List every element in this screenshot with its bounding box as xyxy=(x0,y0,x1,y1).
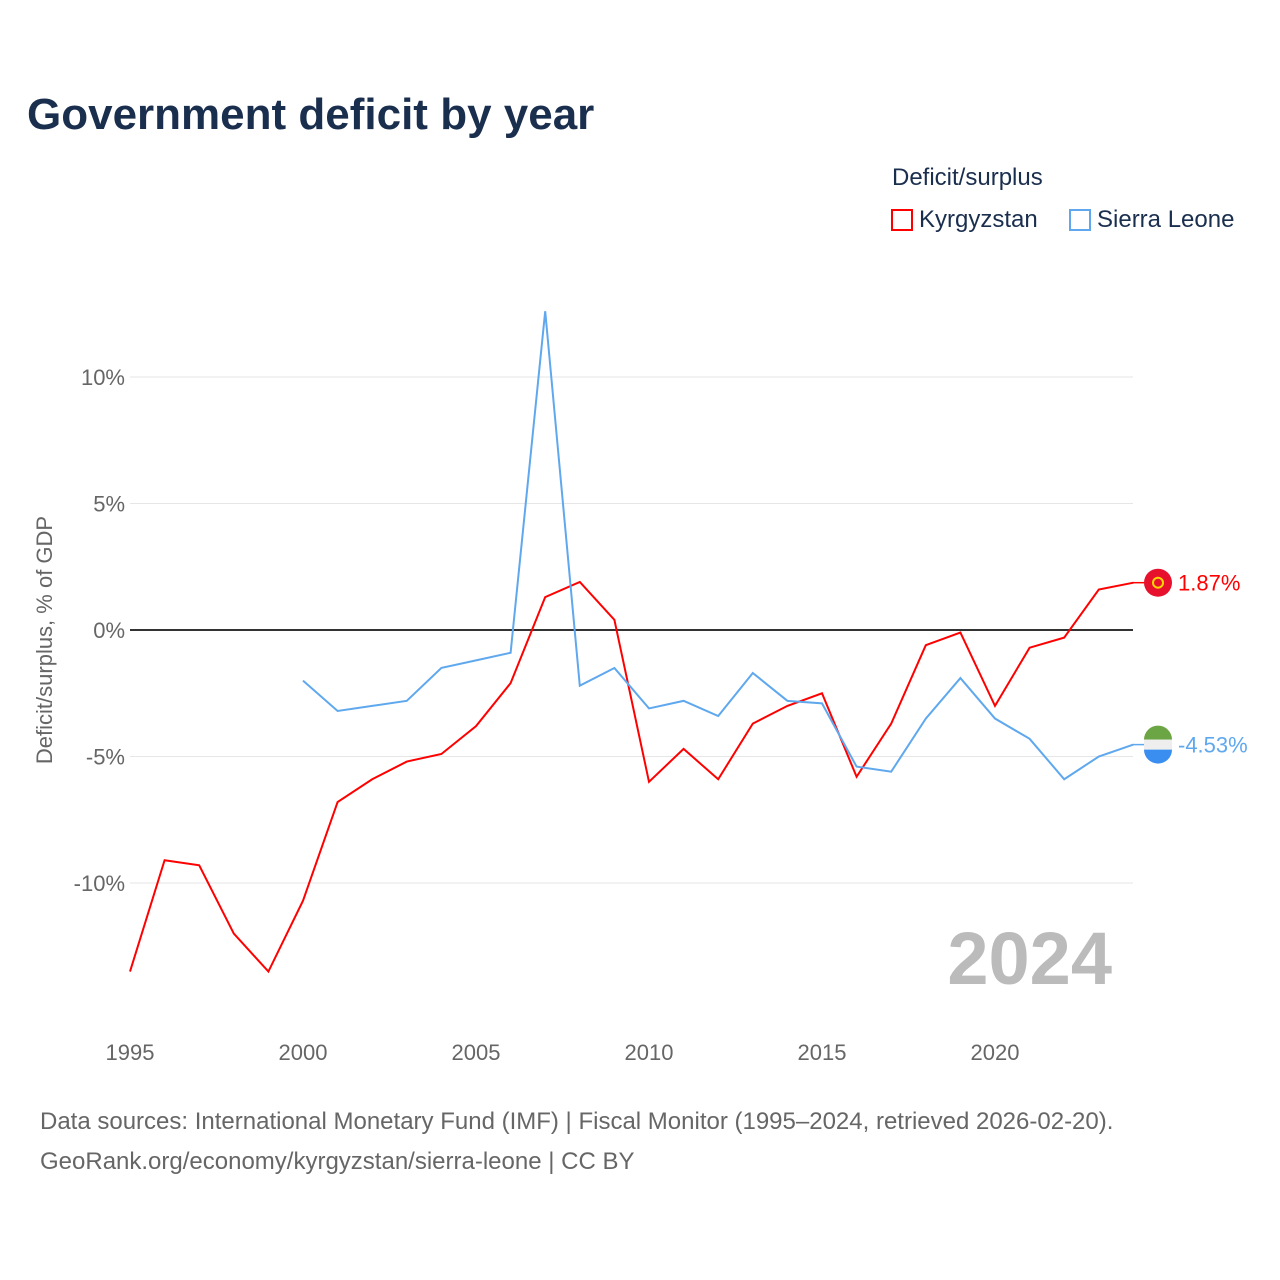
series-line-sierra-leone xyxy=(302,311,1134,781)
data-point xyxy=(646,705,652,711)
x-tick-label: 1995 xyxy=(106,1040,155,1065)
data-point xyxy=(335,799,341,805)
data-point xyxy=(542,308,548,314)
data-point xyxy=(335,708,341,714)
source-line: Data sources: International Monetary Fun… xyxy=(40,1108,1114,1135)
data-point xyxy=(196,862,202,868)
series-line-kyrgyzstan xyxy=(129,580,1134,974)
data-point xyxy=(888,769,894,775)
legend-label: Sierra Leone xyxy=(1097,206,1235,233)
flag-stripe xyxy=(1144,749,1172,764)
data-point xyxy=(1096,754,1102,760)
x-tick-label: 2020 xyxy=(971,1040,1020,1065)
data-point xyxy=(923,642,929,648)
data-point xyxy=(577,683,583,689)
y-tick-label: 0% xyxy=(93,618,125,643)
data-point xyxy=(750,670,756,676)
legend-swatch xyxy=(1069,209,1091,231)
data-point xyxy=(1061,776,1067,782)
data-point xyxy=(231,931,237,937)
data-point xyxy=(473,723,479,729)
data-point xyxy=(162,857,168,863)
data-point xyxy=(992,703,998,709)
data-point xyxy=(438,665,444,671)
data-point xyxy=(611,665,617,671)
year-watermark: 2024 xyxy=(947,917,1112,1000)
legend-label: Kyrgyzstan xyxy=(919,206,1038,233)
data-point xyxy=(681,746,687,752)
data-point xyxy=(404,759,410,765)
legend-item-kyrgyzstan[interactable]: Kyrgyzstan xyxy=(891,206,1038,234)
y-tick-label: 5% xyxy=(93,492,125,517)
flag-sun-icon xyxy=(1152,576,1164,589)
data-point xyxy=(369,776,375,782)
x-tick-label: 2010 xyxy=(625,1040,674,1065)
data-point xyxy=(265,969,271,975)
data-point xyxy=(888,721,894,727)
legend-swatch xyxy=(891,209,913,231)
data-point xyxy=(611,617,617,623)
data-point xyxy=(992,716,998,722)
sierra-leone-flag-icon xyxy=(1144,725,1172,740)
data-point xyxy=(542,594,548,600)
chart-title: Government deficit by year xyxy=(27,90,595,139)
data-point xyxy=(819,700,825,706)
data-point xyxy=(715,776,721,782)
data-point xyxy=(577,579,583,585)
data-point xyxy=(1096,587,1102,593)
source-url[interactable]: GeoRank.org/economy/kyrgyzstan/sierra-le… xyxy=(40,1148,635,1175)
data-point xyxy=(1027,645,1033,651)
x-tick-label: 2015 xyxy=(798,1040,847,1065)
data-point xyxy=(369,703,375,709)
kyrgyzstan-flag-icon xyxy=(1144,568,1172,597)
data-point xyxy=(854,764,860,770)
data-point xyxy=(300,898,306,904)
y-tick-label: -10% xyxy=(74,871,125,896)
data-point xyxy=(473,657,479,663)
data-point xyxy=(646,779,652,785)
data-point xyxy=(508,650,514,656)
y-axis-label: Deficit/surplus, % of GDP xyxy=(32,516,57,764)
data-point xyxy=(854,774,860,780)
data-point xyxy=(508,680,514,686)
end-value-label: -4.53% xyxy=(1178,733,1248,758)
data-point xyxy=(957,630,963,636)
legend-title: Deficit/surplus xyxy=(892,164,1043,191)
data-point xyxy=(819,690,825,696)
data-point xyxy=(957,675,963,681)
data-point xyxy=(404,698,410,704)
end-value-label: 1.87% xyxy=(1178,571,1240,596)
data-point xyxy=(127,969,133,975)
x-tick-label: 2005 xyxy=(452,1040,501,1065)
data-point xyxy=(923,716,929,722)
y-tick-label: -5% xyxy=(86,745,125,770)
data-point xyxy=(750,721,756,727)
data-point xyxy=(715,713,721,719)
data-point xyxy=(784,698,790,704)
data-point xyxy=(300,678,306,684)
data-point xyxy=(681,698,687,704)
data-point xyxy=(1027,736,1033,742)
x-tick-label: 2000 xyxy=(279,1040,328,1065)
flag-stripe xyxy=(1144,739,1172,750)
legend-item-sierra-leone[interactable]: Sierra Leone xyxy=(1069,206,1234,234)
y-tick-label: 10% xyxy=(81,365,125,390)
data-point xyxy=(438,751,444,757)
data-point xyxy=(1061,635,1067,641)
